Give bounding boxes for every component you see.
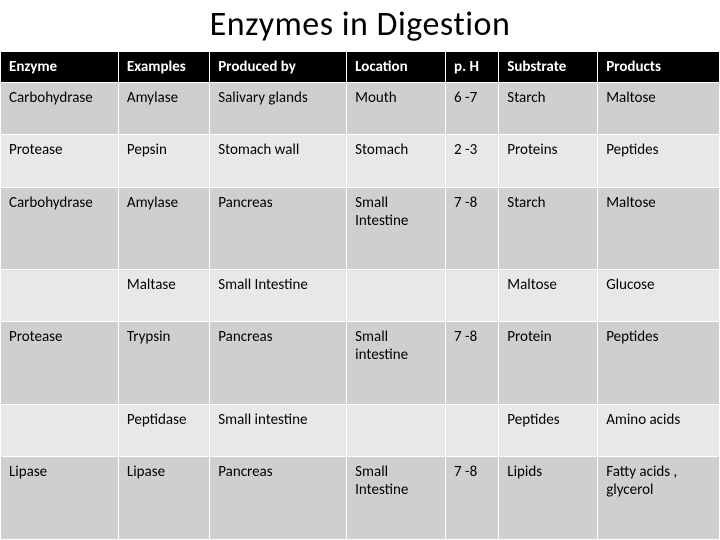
cell-examples: Amylase — [118, 83, 209, 135]
cell-ph — [446, 405, 499, 457]
cell-examples: Peptidase — [118, 405, 209, 457]
cell-substrate: Lipids — [499, 457, 598, 540]
cell-produced: Stomach wall — [210, 135, 347, 187]
table-row: Carbohydrase Amylase Pancreas Small Inte… — [1, 187, 720, 270]
cell-location: Small Intestine — [347, 457, 446, 540]
cell-location — [347, 270, 446, 322]
cell-products: Maltose — [598, 187, 720, 270]
cell-enzyme: Carbohydrase — [1, 83, 119, 135]
cell-enzyme: Lipase — [1, 457, 119, 540]
cell-examples: Amylase — [118, 187, 209, 270]
cell-enzyme — [1, 270, 119, 322]
enzymes-table: Enzyme Examples Produced by Location p. … — [0, 51, 720, 540]
cell-location: Small intestine — [347, 322, 446, 405]
cell-location — [347, 405, 446, 457]
cell-products: Peptides — [598, 322, 720, 405]
cell-substrate: Starch — [499, 83, 598, 135]
cell-location: Stomach — [347, 135, 446, 187]
col-header-enzyme: Enzyme — [1, 52, 119, 83]
cell-produced: Salivary glands — [210, 83, 347, 135]
col-header-examples: Examples — [118, 52, 209, 83]
cell-substrate: Maltose — [499, 270, 598, 322]
cell-examples: Trypsin — [118, 322, 209, 405]
cell-ph: 7 -8 — [446, 187, 499, 270]
table-header-row: Enzyme Examples Produced by Location p. … — [1, 52, 720, 83]
cell-enzyme — [1, 405, 119, 457]
cell-products: Peptides — [598, 135, 720, 187]
cell-produced: Pancreas — [210, 322, 347, 405]
cell-ph — [446, 270, 499, 322]
cell-products: Maltose — [598, 83, 720, 135]
table-row: Carbohydrase Amylase Salivary glands Mou… — [1, 83, 720, 135]
cell-enzyme: Protease — [1, 135, 119, 187]
cell-location: Mouth — [347, 83, 446, 135]
col-header-ph: p. H — [446, 52, 499, 83]
cell-ph: 7 -8 — [446, 322, 499, 405]
cell-products: Glucose — [598, 270, 720, 322]
cell-location: Small Intestine — [347, 187, 446, 270]
cell-produced: Pancreas — [210, 187, 347, 270]
table-row: Peptidase Small intestine Peptides Amino… — [1, 405, 720, 457]
col-header-products: Products — [598, 52, 720, 83]
table-row: Protease Trypsin Pancreas Small intestin… — [1, 322, 720, 405]
slide: Enzymes in Digestion Enzyme Examples Pro… — [0, 0, 720, 540]
cell-ph: 6 -7 — [446, 83, 499, 135]
cell-produced: Pancreas — [210, 457, 347, 540]
cell-substrate: Protein — [499, 322, 598, 405]
cell-substrate: Peptides — [499, 405, 598, 457]
cell-enzyme: Protease — [1, 322, 119, 405]
cell-ph: 7 -8 — [446, 457, 499, 540]
cell-produced: Small Intestine — [210, 270, 347, 322]
col-header-substrate: Substrate — [499, 52, 598, 83]
cell-examples: Maltase — [118, 270, 209, 322]
cell-substrate: Proteins — [499, 135, 598, 187]
table-body: Carbohydrase Amylase Salivary glands Mou… — [1, 83, 720, 540]
table-row: Maltase Small Intestine Maltose Glucose — [1, 270, 720, 322]
col-header-location: Location — [347, 52, 446, 83]
cell-produced: Small intestine — [210, 405, 347, 457]
col-header-produced: Produced by — [210, 52, 347, 83]
cell-products: Amino acids — [598, 405, 720, 457]
table-row: Lipase Lipase Pancreas Small Intestine 7… — [1, 457, 720, 540]
cell-examples: Pepsin — [118, 135, 209, 187]
cell-ph: 2 -3 — [446, 135, 499, 187]
cell-enzyme: Carbohydrase — [1, 187, 119, 270]
page-title: Enzymes in Digestion — [0, 0, 720, 51]
table-row: Protease Pepsin Stomach wall Stomach 2 -… — [1, 135, 720, 187]
cell-products: Fatty acids , glycerol — [598, 457, 720, 540]
cell-examples: Lipase — [118, 457, 209, 540]
cell-substrate: Starch — [499, 187, 598, 270]
